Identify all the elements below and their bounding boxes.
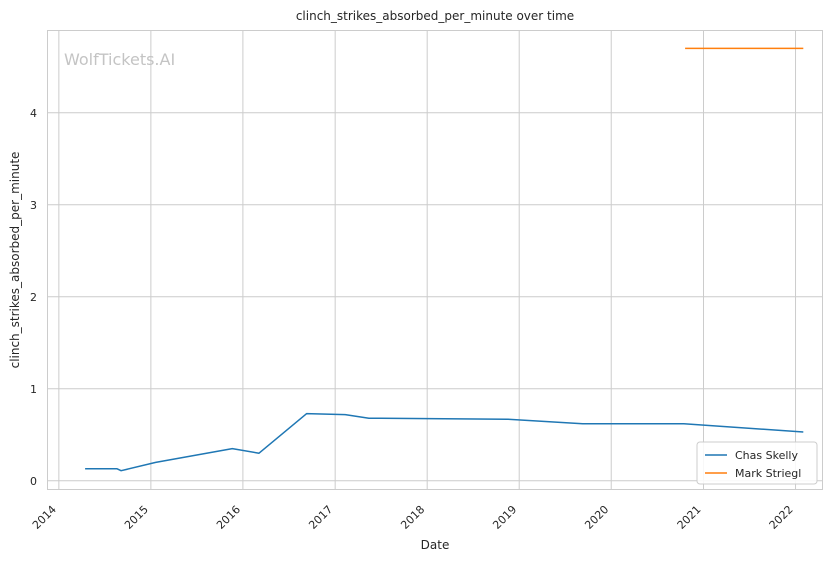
x-tick-label: 2020 <box>582 503 611 532</box>
series-line-chas-skelly <box>85 412 804 472</box>
x-tick-label: 2018 <box>398 503 427 532</box>
x-axis-label: Date <box>421 538 450 552</box>
y-tick-label: 4 <box>30 107 37 120</box>
x-tick-label: 2021 <box>675 503 704 532</box>
x-axis-ticks: 2014 2015 2016 2017 2018 2019 2020 2021 2022 <box>30 503 796 532</box>
y-tick-label: 2 <box>30 291 37 304</box>
x-tick-label: 2016 <box>214 503 243 532</box>
y-tick-label: 1 <box>30 383 37 396</box>
grid <box>47 30 823 490</box>
plot-background <box>47 30 823 490</box>
x-tick-label: 2022 <box>767 503 796 532</box>
plot-frame <box>47 30 823 490</box>
y-tick-label: 0 <box>30 475 37 488</box>
y-axis-label: clinch_strikes_absorbed_per_minute <box>8 152 22 369</box>
chart-title: clinch_strikes_absorbed_per_minute over … <box>296 9 574 23</box>
series-lines <box>85 47 804 472</box>
legend-label: Chas Skelly <box>735 449 798 462</box>
x-tick-label: 2019 <box>490 503 519 532</box>
y-tick-label: 3 <box>30 199 37 212</box>
x-tick-label: 2017 <box>306 503 335 532</box>
watermark: WolfTickets.AI <box>64 50 175 69</box>
legend-label: Mark Striegl <box>735 467 801 480</box>
x-tick-label: 2015 <box>122 503 151 532</box>
y-axis-ticks: 0 1 2 3 4 <box>30 107 37 488</box>
x-tick-label: 2014 <box>30 503 59 532</box>
legend: Chas Skelly Mark Striegl <box>696 441 818 485</box>
